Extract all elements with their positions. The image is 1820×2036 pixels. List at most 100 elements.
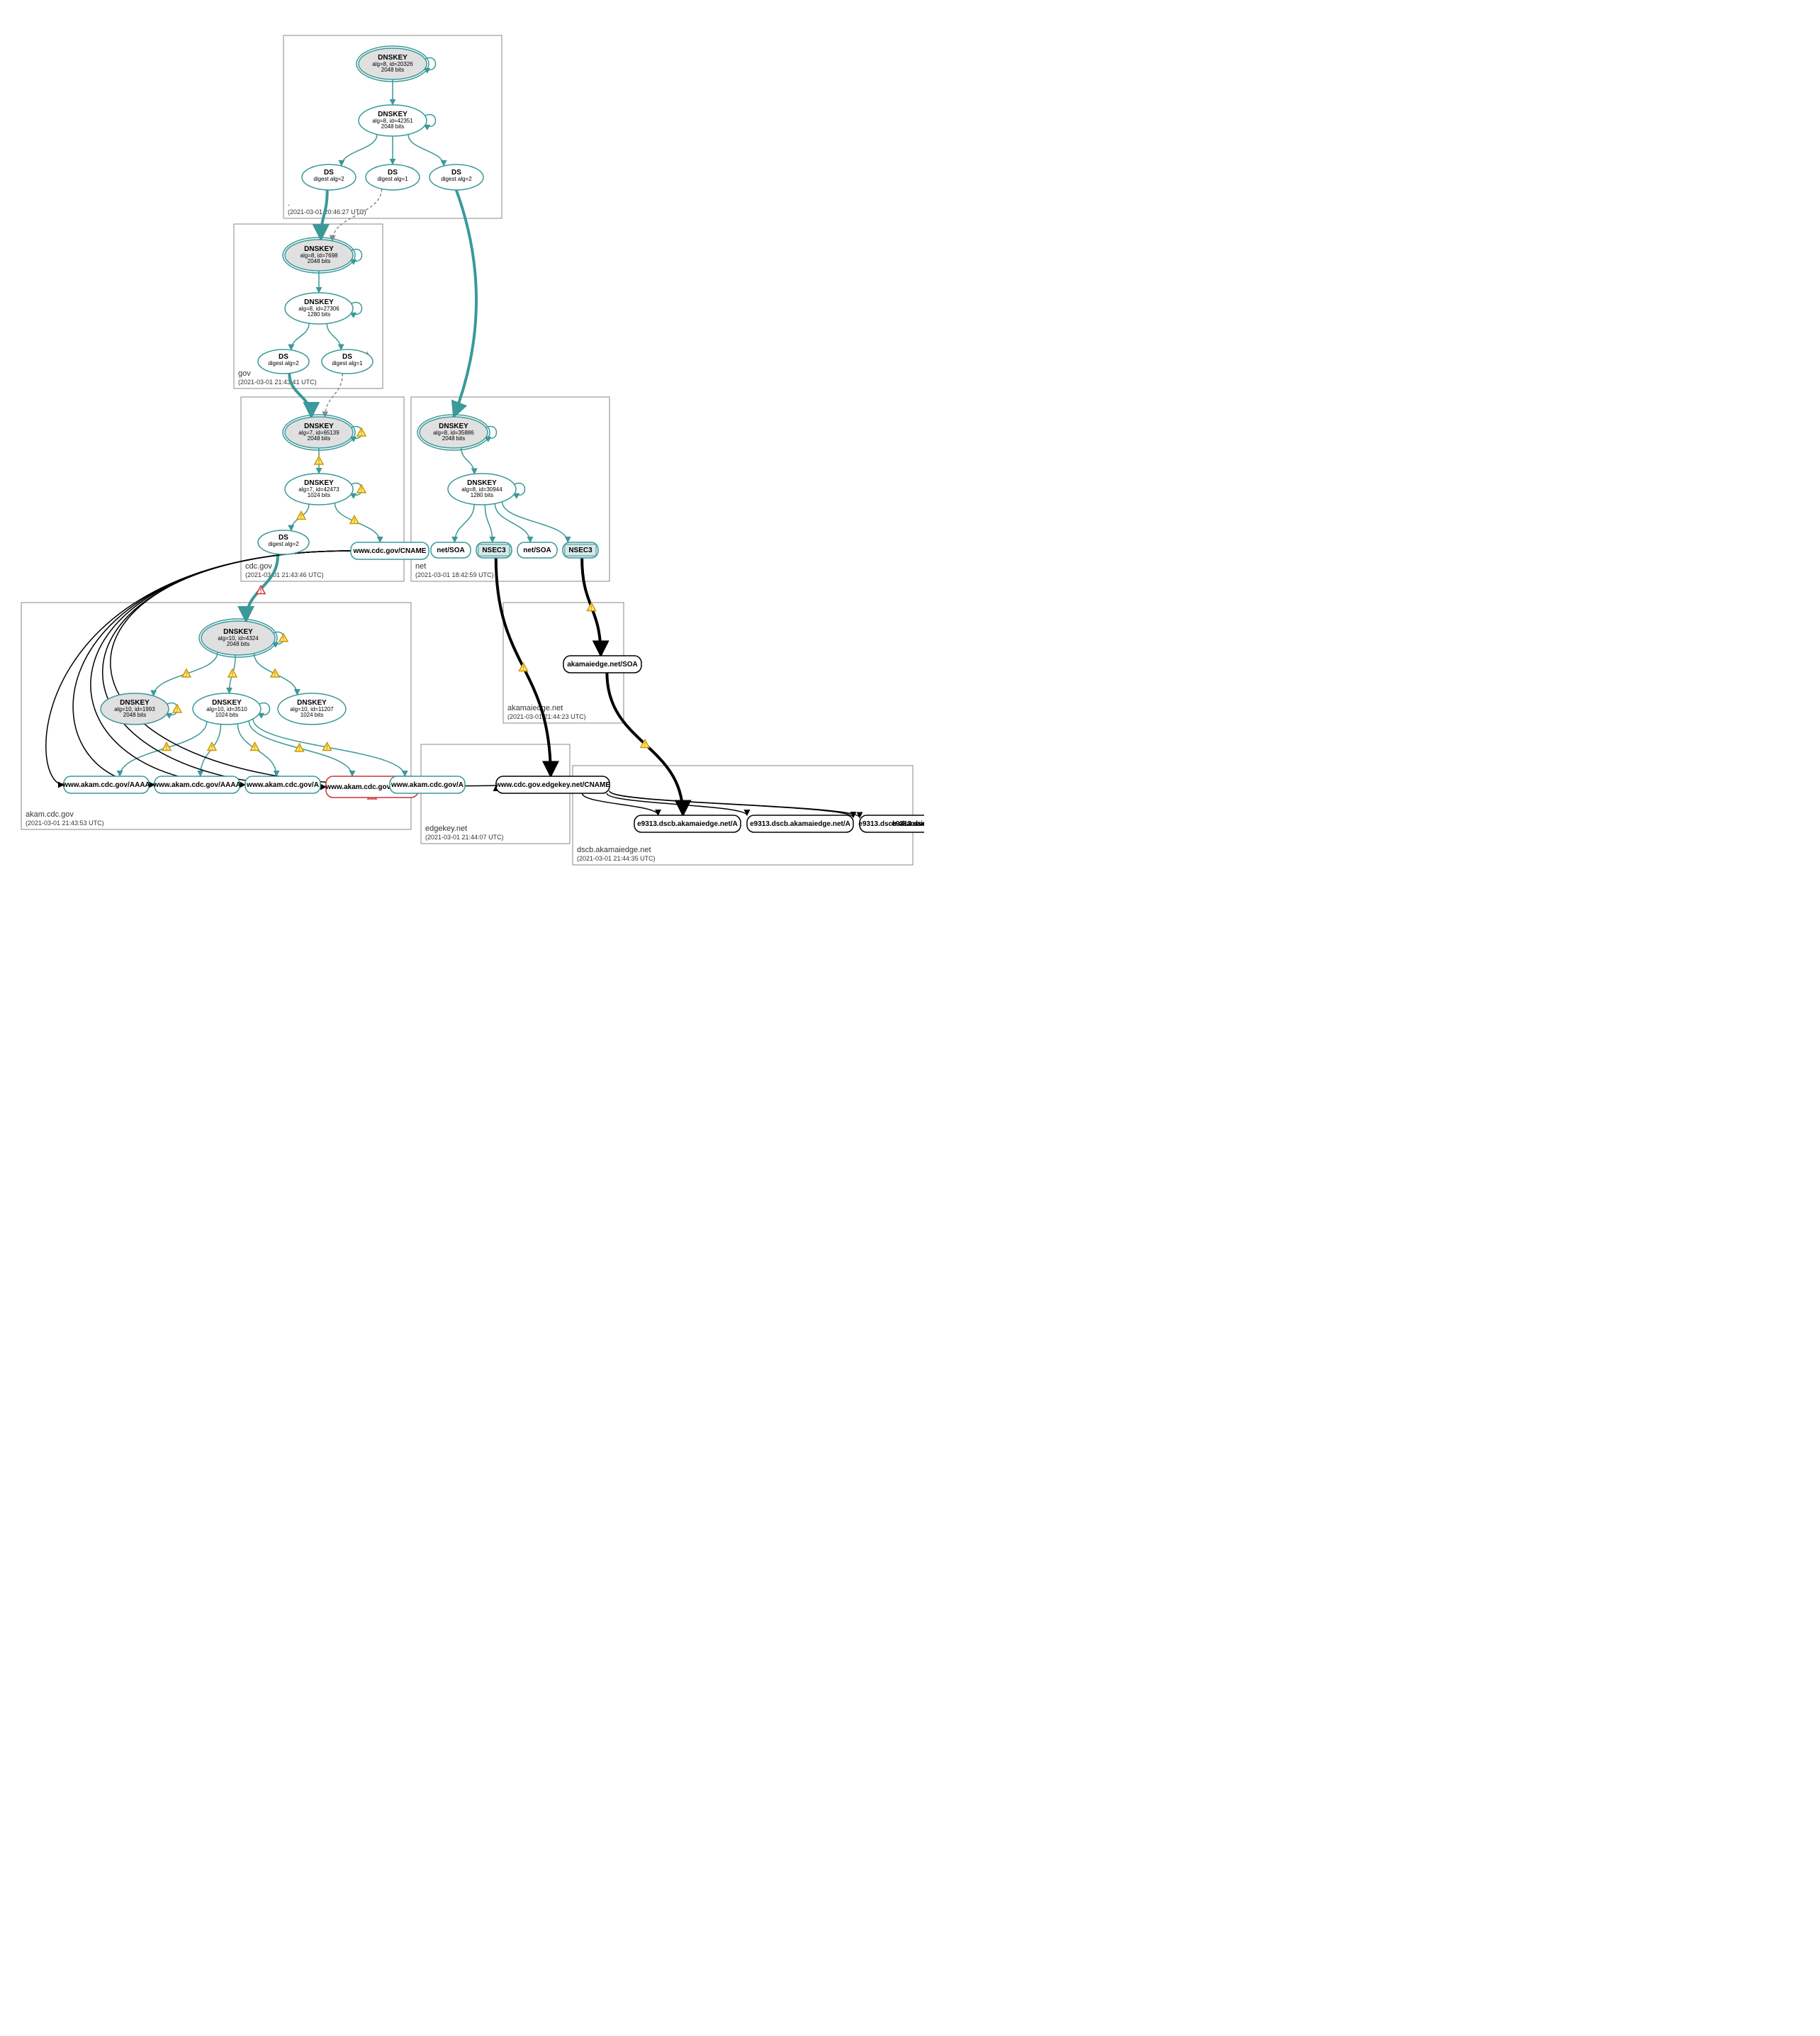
svg-text:(2021-03-01 21:43:41 UTC): (2021-03-01 21:43:41 UTC) — [238, 379, 317, 386]
svg-text:!: ! — [211, 744, 213, 751]
svg-text:1024 bits: 1024 bits — [308, 492, 330, 498]
node-dscb-aaaa2: e9313.dscb.akamaiedge.net/AAAA — [892, 820, 924, 828]
svg-text:(2021-03-01 21:44:07 UTC): (2021-03-01 21:44:07 UTC) — [425, 834, 504, 841]
node-akam-a1: www.akam.cdc.gov/A — [245, 776, 320, 793]
svg-text:(2021-03-01 18:42:59 UTC): (2021-03-01 18:42:59 UTC) — [415, 571, 494, 578]
dnssec-tree-diagram: .(2021-03-01 20:46:27 UTC)gov(2021-03-01… — [14, 14, 924, 1032]
svg-text:www.akam.cdc.gov/AAAA: www.akam.cdc.gov/AAAA — [62, 781, 150, 789]
svg-text:!: ! — [260, 588, 262, 595]
svg-text:1280 bits: 1280 bits — [308, 311, 330, 318]
node-akam-key3: DNSKEYalg=10, id=112071024 bits — [278, 693, 346, 725]
node-gov-ds2: DSdigest alg=1 — [322, 349, 373, 374]
svg-text:digest alg=1: digest alg=1 — [377, 176, 408, 182]
svg-text:NSEC3: NSEC3 — [482, 547, 506, 554]
svg-text:digest alg=2: digest alg=2 — [313, 176, 344, 182]
svg-text:!: ! — [644, 742, 646, 749]
node-cdc-zsk: DNSKEYalg=7, id=424731024 bits — [285, 474, 353, 505]
svg-text:2048 bits: 2048 bits — [308, 258, 330, 264]
node-root-zsk: DNSKEYalg=8, id=423512048 bits — [359, 105, 427, 136]
svg-text:!: ! — [318, 458, 320, 465]
svg-text:www.akam.cdc.gov/A: www.akam.cdc.gov/A — [391, 781, 464, 789]
node-akam-aaaa2: www.akam.cdc.gov/AAAA — [152, 776, 241, 793]
svg-text:2048 bits: 2048 bits — [381, 67, 404, 73]
node-net-soa2: net/SOA — [517, 542, 557, 558]
svg-text:edgekey.net: edgekey.net — [425, 824, 467, 833]
svg-text:2048 bits: 2048 bits — [123, 712, 146, 718]
svg-text:digest alg=2: digest alg=2 — [268, 360, 299, 367]
svg-text:net/SOA: net/SOA — [523, 547, 551, 554]
node-gov-ksk: DNSKEYalg=8, id=76982048 bits — [283, 237, 355, 273]
svg-text:!: ! — [274, 671, 276, 678]
node-root-ds1: DSdigest alg=2 — [302, 164, 356, 190]
svg-text:e9313.dscb.akamaiedge.net/A: e9313.dscb.akamaiedge.net/A — [750, 820, 850, 828]
node-net-nsec1: NSEC3 — [476, 542, 512, 558]
svg-text:!: ! — [283, 635, 285, 642]
node-cdc-ds: DSdigest alg=2 — [258, 530, 309, 554]
node-root-ds2: DSdigest alg=1 — [366, 164, 420, 190]
node-edgekey-cname: www.cdc.gov.edgekey.net/CNAME — [495, 776, 610, 793]
node-root-ksk: DNSKEYalg=8, id=203262048 bits — [356, 46, 429, 82]
zone-edgekey: edgekey.net(2021-03-01 21:44:07 UTC) — [421, 744, 570, 844]
svg-text:1280 bits: 1280 bits — [471, 492, 493, 498]
svg-text:!: ! — [522, 665, 524, 672]
svg-text:e9313.dscb.akamaiedge.net/AAAA: e9313.dscb.akamaiedge.net/AAAA — [892, 820, 924, 828]
svg-text:akamaiedge.net: akamaiedge.net — [507, 704, 563, 712]
svg-text:cdc.gov: cdc.gov — [245, 562, 272, 571]
svg-text:www.akam.cdc.gov/AAAA: www.akam.cdc.gov/AAAA — [152, 781, 241, 789]
svg-text:!: ! — [361, 430, 363, 437]
node-gov-ds1: DSdigest alg=2 — [258, 349, 309, 374]
svg-text:NSEC3: NSEC3 — [568, 547, 592, 554]
svg-text:(2021-03-01 21:44:23 UTC): (2021-03-01 21:44:23 UTC) — [507, 713, 586, 720]
svg-text:akamaiedge.net/SOA: akamaiedge.net/SOA — [567, 661, 637, 669]
svg-text:www.cdc.gov/CNAME: www.cdc.gov/CNAME — [353, 547, 427, 555]
svg-text:2048 bits: 2048 bits — [381, 123, 404, 130]
node-cdc-ksk: DNSKEYalg=7, id=651392048 bits — [283, 415, 355, 450]
svg-text:1024 bits: 1024 bits — [300, 712, 323, 718]
node-akam-aaaa1: www.akam.cdc.gov/AAAA — [62, 776, 150, 793]
node-gov-zsk: DNSKEYalg=8, id=273061280 bits — [285, 293, 353, 324]
node-dscb-a2: e9313.dscb.akamaiedge.net/A — [747, 815, 853, 832]
svg-text:!: ! — [354, 518, 356, 525]
svg-text:!: ! — [186, 671, 188, 678]
node-akamaiedge-soa: akamaiedge.net/SOA — [563, 656, 641, 673]
zone-dscb: dscb.akamaiedge.net(2021-03-01 21:44:35 … — [573, 766, 913, 865]
node-net-soa1: net/SOA — [431, 542, 471, 558]
node-root-ds3: DSdigest alg=2 — [429, 164, 483, 190]
node-net-nsec2: NSEC3 — [563, 542, 598, 558]
svg-text:www.cdc.gov.edgekey.net/CNAME: www.cdc.gov.edgekey.net/CNAME — [495, 781, 610, 789]
svg-text:gov: gov — [238, 369, 251, 378]
node-akam-key1: DNSKEYalg=10, id=19932048 bits — [101, 693, 169, 725]
node-akam-a2: www.akam.cdc.gov/A — [390, 776, 465, 793]
node-cdc-cname: www.cdc.gov/CNAME — [351, 542, 429, 559]
svg-text:(2021-03-01 20:46:27 UTC): (2021-03-01 20:46:27 UTC) — [288, 208, 366, 216]
nodes: DNSKEYalg=8, id=203262048 bits DNSKEYalg=… — [62, 46, 924, 832]
svg-text:1024 bits: 1024 bits — [215, 712, 238, 718]
svg-text:dscb.akamaiedge.net: dscb.akamaiedge.net — [577, 846, 651, 854]
svg-text:!: ! — [254, 744, 256, 751]
svg-text:net: net — [415, 562, 426, 571]
svg-text:!: ! — [300, 513, 303, 520]
svg-text:.: . — [288, 199, 290, 208]
svg-text:digest alg=1: digest alg=1 — [332, 360, 363, 367]
svg-text:!: ! — [298, 745, 300, 752]
svg-text:!: ! — [166, 744, 168, 751]
svg-text:!: ! — [326, 744, 328, 751]
svg-text:e9313.dscb.akamaiedge.net/A: e9313.dscb.akamaiedge.net/A — [637, 820, 738, 828]
svg-text:!: ! — [361, 486, 363, 493]
svg-text:(2021-03-01 21:43:53 UTC): (2021-03-01 21:43:53 UTC) — [26, 820, 104, 827]
svg-text:akam.cdc.gov: akam.cdc.gov — [26, 810, 74, 819]
svg-text:!: ! — [590, 605, 592, 612]
node-dscb-a1: e9313.dscb.akamaiedge.net/A — [634, 815, 741, 832]
svg-text:(2021-03-01 21:44:35 UTC): (2021-03-01 21:44:35 UTC) — [577, 855, 656, 862]
svg-text:!: ! — [232, 671, 234, 678]
node-akam-dnskey: DNSKEYalg=10, id=43242048 bits — [199, 619, 277, 657]
svg-text:digest alg=2: digest alg=2 — [441, 176, 472, 182]
svg-text:2048 bits: 2048 bits — [442, 435, 465, 442]
svg-text:www.akam.cdc.gov/A: www.akam.cdc.gov/A — [246, 781, 319, 789]
svg-text:2048 bits: 2048 bits — [227, 641, 249, 647]
svg-text:2048 bits: 2048 bits — [308, 435, 330, 442]
node-net-zsk: DNSKEYalg=8, id=309441280 bits — [448, 474, 516, 505]
node-akam-key2: DNSKEYalg=10, id=35101024 bits — [193, 693, 261, 725]
svg-text:net/SOA: net/SOA — [437, 547, 464, 554]
node-net-ksk: DNSKEYalg=8, id=358862048 bits — [417, 415, 490, 450]
